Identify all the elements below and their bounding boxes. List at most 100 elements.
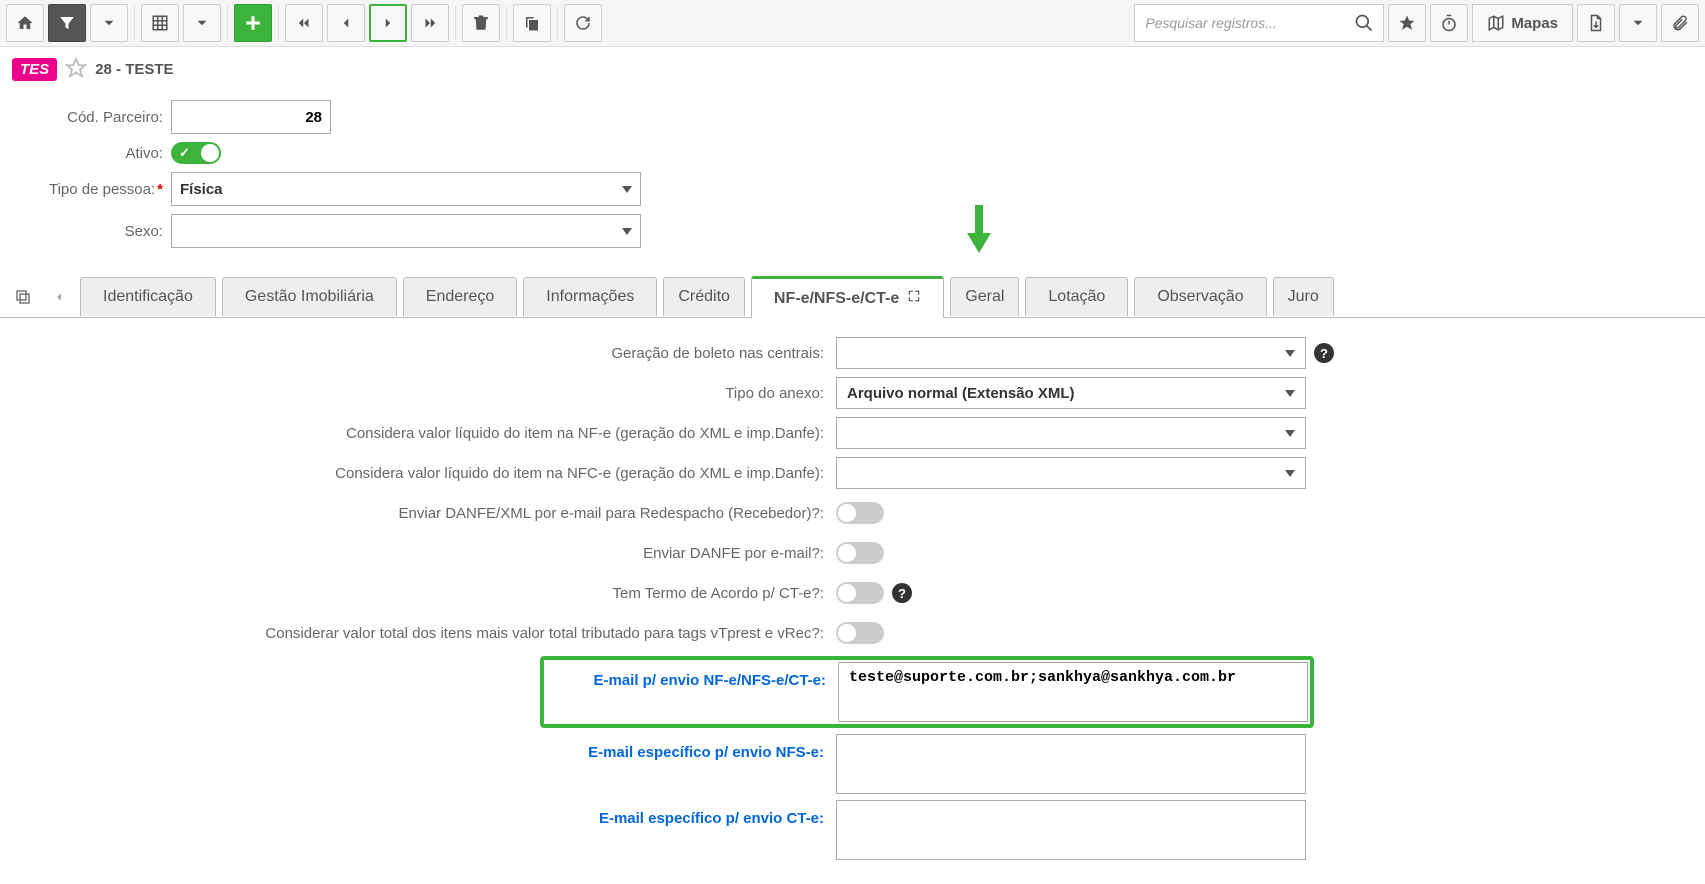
filter-dropdown-button[interactable] bbox=[90, 4, 128, 42]
considera-nfe-select[interactable] bbox=[836, 417, 1306, 449]
copy-button[interactable] bbox=[513, 4, 551, 42]
considera-nfce-label: Considera valor líquido do item na NFC-e… bbox=[16, 465, 836, 482]
separator bbox=[557, 6, 558, 40]
separator bbox=[134, 6, 135, 40]
considera-nfce-select[interactable] bbox=[836, 457, 1306, 489]
help-button[interactable]: ? bbox=[1314, 343, 1334, 363]
caret-down-icon bbox=[622, 228, 632, 235]
email-cte-input[interactable] bbox=[836, 800, 1306, 860]
tab-informacoes[interactable]: Informações bbox=[523, 277, 657, 316]
tipo-pessoa-select[interactable]: Física bbox=[171, 172, 641, 206]
chevron-right-icon bbox=[379, 14, 397, 32]
trash-icon bbox=[472, 14, 490, 32]
chevron-left-icon bbox=[52, 290, 66, 304]
tab-observacao[interactable]: Observação bbox=[1134, 277, 1266, 316]
considerar-vtprest-toggle[interactable] bbox=[836, 622, 884, 644]
sexo-label: Sexo: bbox=[16, 223, 171, 240]
record-badge: TES bbox=[12, 58, 57, 81]
caret-down-icon bbox=[1285, 430, 1295, 437]
export-icon bbox=[1587, 14, 1605, 32]
enviar-danfe-label: Enviar DANFE por e-mail?: bbox=[16, 545, 836, 562]
copy-icon bbox=[14, 288, 32, 306]
termo-cte-toggle[interactable] bbox=[836, 582, 884, 604]
paperclip-icon bbox=[1671, 14, 1689, 32]
header-form: Cód. Parceiro: Ativo: ✓ Tipo de pessoa:*… bbox=[0, 92, 1705, 272]
caret-down-icon bbox=[1285, 390, 1295, 397]
separator bbox=[278, 6, 279, 40]
refresh-icon bbox=[574, 14, 592, 32]
scroll-tabs-left[interactable] bbox=[44, 290, 74, 304]
home-button[interactable] bbox=[6, 4, 44, 42]
email-nfe-highlight: E-mail p/ envio NF-e/NFS-e/CT-e: bbox=[540, 656, 1314, 728]
chevron-left-icon bbox=[337, 14, 355, 32]
sexo-select[interactable] bbox=[171, 214, 641, 248]
filter-button[interactable] bbox=[48, 4, 86, 42]
tab-geral[interactable]: Geral bbox=[950, 277, 1019, 316]
star-icon bbox=[1398, 14, 1416, 32]
grid-button[interactable] bbox=[141, 4, 179, 42]
enviar-redespacho-toggle[interactable] bbox=[836, 502, 884, 524]
export-dropdown-button[interactable] bbox=[1619, 4, 1657, 42]
tab-lotacao[interactable]: Lotação bbox=[1025, 277, 1128, 316]
tipo-anexo-select[interactable]: Arquivo normal (Extensão XML) bbox=[836, 377, 1306, 409]
ativo-toggle[interactable]: ✓ bbox=[171, 142, 221, 164]
expand-icon bbox=[907, 289, 921, 303]
caret-down-icon bbox=[1285, 470, 1295, 477]
tab-identificacao[interactable]: Identificação bbox=[80, 277, 216, 316]
termo-cte-label: Tem Termo de Acordo p/ CT-e?: bbox=[16, 585, 836, 602]
nav-prev-button[interactable] bbox=[327, 4, 365, 42]
considerar-vtprest-label: Considerar valor total dos itens mais va… bbox=[16, 625, 836, 642]
grid-icon bbox=[151, 14, 169, 32]
maps-label: Mapas bbox=[1511, 15, 1558, 32]
expand-tab-button[interactable] bbox=[907, 289, 921, 308]
search-icon[interactable] bbox=[1354, 13, 1374, 33]
home-icon bbox=[16, 14, 34, 32]
nav-first-button[interactable] bbox=[285, 4, 323, 42]
refresh-button[interactable] bbox=[564, 4, 602, 42]
annotation-arrow bbox=[967, 205, 991, 253]
copy-tabs-button[interactable] bbox=[8, 288, 38, 306]
stopwatch-icon bbox=[1440, 14, 1458, 32]
tab-gestao-imobiliaria[interactable]: Gestão Imobiliária bbox=[222, 277, 397, 316]
add-button[interactable] bbox=[234, 4, 272, 42]
caret-down-icon bbox=[1285, 350, 1295, 357]
chevron-double-right-icon bbox=[421, 14, 439, 32]
check-icon: ✓ bbox=[179, 145, 190, 161]
tab-credito[interactable]: Crédito bbox=[663, 277, 745, 316]
grid-dropdown-button[interactable] bbox=[183, 4, 221, 42]
geracao-boleto-select[interactable] bbox=[836, 337, 1306, 369]
tipo-anexo-label: Tipo do anexo: bbox=[16, 385, 836, 402]
nav-last-button[interactable] bbox=[411, 4, 449, 42]
copy-icon bbox=[523, 14, 541, 32]
record-title-row: TES 28 - TESTE bbox=[0, 47, 1705, 92]
separator bbox=[506, 6, 507, 40]
email-nfe-label: E-mail p/ envio NF-e/NFS-e/CT-e: bbox=[546, 662, 838, 689]
tab-juro[interactable]: Juro bbox=[1273, 277, 1334, 316]
geracao-boleto-label: Geração de boleto nas centrais: bbox=[16, 345, 836, 362]
nfe-detail-panel: Geração de boleto nas centrais: ? Tipo d… bbox=[0, 318, 1705, 884]
export-button[interactable] bbox=[1577, 4, 1615, 42]
favorite-button[interactable] bbox=[1388, 4, 1426, 42]
email-nfe-input[interactable] bbox=[838, 662, 1308, 722]
tab-endereco[interactable]: Endereço bbox=[403, 277, 518, 316]
search-input[interactable] bbox=[1134, 4, 1384, 42]
email-nfse-input[interactable] bbox=[836, 734, 1306, 794]
enviar-danfe-toggle[interactable] bbox=[836, 542, 884, 564]
email-nfse-label: E-mail específico p/ envio NFS-e: bbox=[16, 734, 836, 761]
favorite-toggle[interactable] bbox=[65, 57, 87, 82]
maps-button[interactable]: Mapas bbox=[1472, 4, 1573, 42]
filter-icon bbox=[58, 14, 76, 32]
cod-parceiro-input[interactable] bbox=[171, 100, 331, 134]
nav-next-button[interactable] bbox=[369, 4, 407, 42]
main-toolbar: Mapas bbox=[0, 0, 1705, 47]
tab-nfe-nfse-cte[interactable]: NF-e/NFS-e/CT-e bbox=[751, 276, 944, 318]
attach-button[interactable] bbox=[1661, 4, 1699, 42]
timer-button[interactable] bbox=[1430, 4, 1468, 42]
help-button[interactable]: ? bbox=[892, 583, 912, 603]
ativo-label: Ativo: bbox=[16, 145, 171, 162]
caret-down-icon bbox=[1629, 14, 1647, 32]
search-wrap bbox=[1134, 4, 1384, 42]
delete-button[interactable] bbox=[462, 4, 500, 42]
chevron-double-left-icon bbox=[295, 14, 313, 32]
star-outline-icon bbox=[65, 57, 87, 79]
